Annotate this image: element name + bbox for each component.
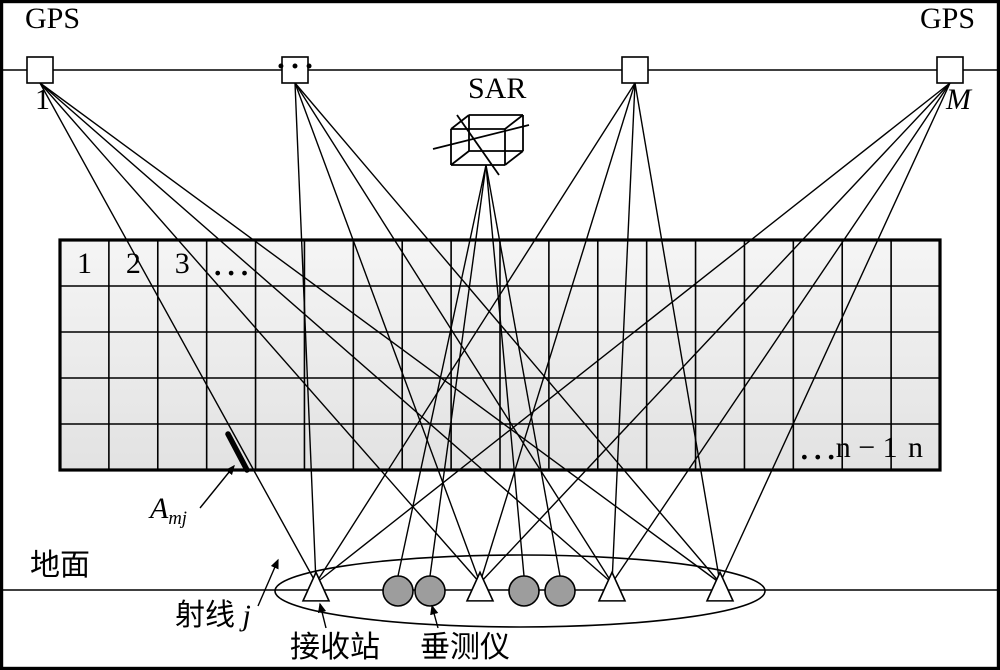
- gps-label: GPS: [920, 2, 975, 35]
- sar-satellite-icon: [433, 115, 529, 175]
- ionosonde-icon: [383, 576, 413, 606]
- cell-dots-bottom: …: [798, 423, 838, 468]
- sar-label: SAR: [468, 72, 526, 105]
- receiver-icon: [599, 572, 625, 601]
- ionosonde-label: 垂测仪: [420, 631, 510, 664]
- a-mj-arrow: [200, 466, 234, 508]
- ionosonde-icon: [415, 576, 445, 606]
- cell-label: 3: [175, 247, 190, 280]
- receiver-label: 接收站: [290, 631, 380, 664]
- a-mj-label: Amj: [148, 492, 187, 529]
- gps-label: GPS: [25, 2, 80, 35]
- ground-label: 地面: [30, 549, 90, 582]
- gps-index-label: 1: [35, 83, 50, 116]
- gps-dots: …: [274, 32, 316, 78]
- ray-j-label: 射线 j: [175, 599, 251, 632]
- receiver-arrow: [320, 604, 326, 628]
- cell-label: 1: [77, 247, 92, 280]
- gps-satellite-icon: [27, 57, 53, 83]
- cell-label: n: [908, 431, 923, 464]
- diagram-svg: 123……n − 1nGPSGPS1M…SAR地面Amj射线 j接收站垂测仪: [0, 0, 1000, 670]
- gps-satellite-icon: [622, 57, 648, 83]
- ionosonde-icon: [545, 576, 575, 606]
- receiver-icon: [467, 572, 493, 601]
- gps-satellite-icon: [937, 57, 963, 83]
- cell-label: n − 1: [836, 431, 898, 464]
- ray-j-arrow: [258, 560, 278, 606]
- gps-index-label: M: [945, 83, 973, 116]
- ionosonde-icon: [509, 576, 539, 606]
- diagram-container: 123……n − 1nGPSGPS1M…SAR地面Amj射线 j接收站垂测仪: [0, 0, 1000, 670]
